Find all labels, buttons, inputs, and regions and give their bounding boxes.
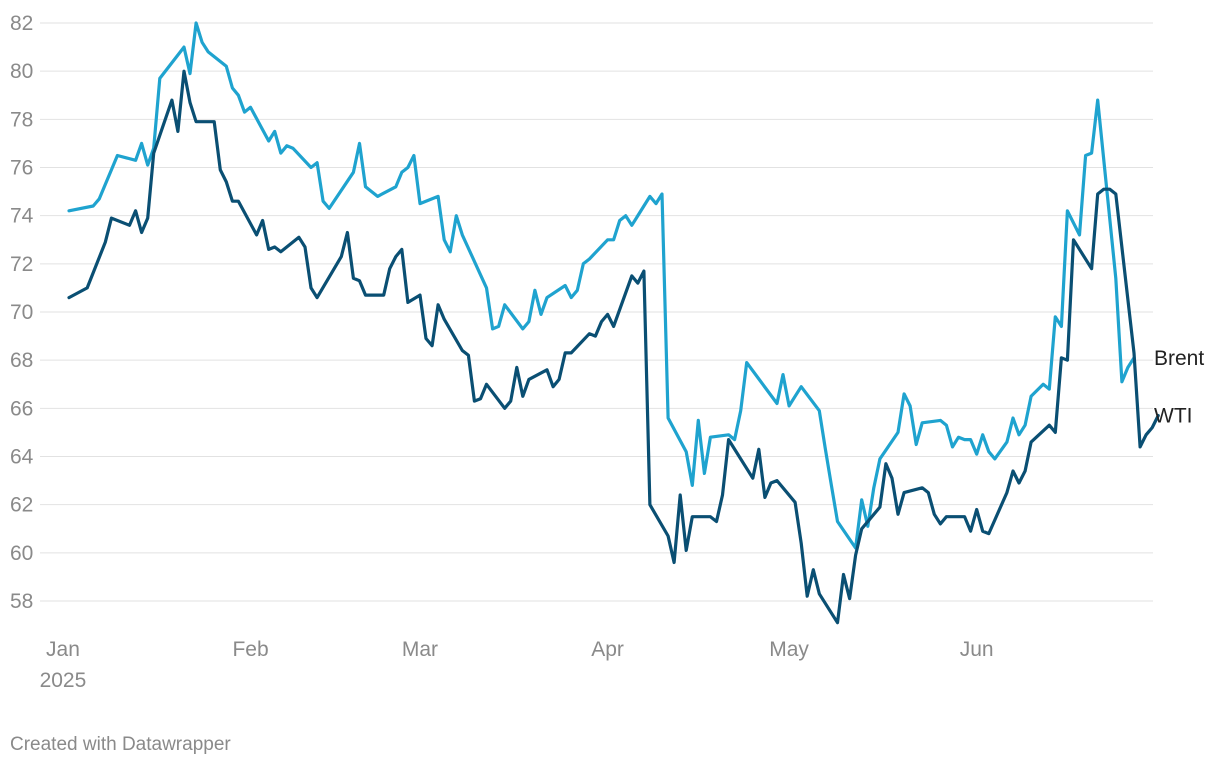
- y-tick-label: 82: [10, 12, 33, 35]
- y-tick-label: 72: [10, 253, 33, 276]
- x-tick-label: Jan: [46, 638, 80, 661]
- x-tick-label: Jun: [960, 638, 994, 661]
- datawrapper-credit: Created with Datawrapper: [10, 734, 231, 755]
- y-axis-tick-labels: 58 60 62 64 66 68 70 72 74 76 78 80 82: [10, 12, 34, 613]
- x-tick-year-label: 2025: [40, 669, 87, 692]
- y-tick-label: 66: [10, 397, 33, 420]
- gridlines: [40, 22, 1153, 602]
- series-label-brent: Brent: [1154, 347, 1204, 370]
- y-tick-label: 78: [10, 108, 33, 131]
- y-tick-label: 60: [10, 542, 33, 565]
- series-line-brent: [67, 21, 1136, 550]
- y-tick-label: 70: [10, 301, 33, 324]
- series-lines: [67, 21, 1160, 625]
- y-tick-label: 80: [10, 60, 33, 83]
- y-tick-label: 62: [10, 494, 33, 517]
- series-labels: Brent WTI: [1154, 347, 1204, 428]
- x-axis-tick-labels: Jan 2025 Feb Mar Apr May Jun: [40, 638, 994, 692]
- y-tick-label: 64: [10, 446, 34, 469]
- x-tick-label: Mar: [402, 638, 438, 661]
- x-tick-label: May: [769, 638, 809, 661]
- y-tick-label: 58: [10, 590, 33, 613]
- y-tick-label: 74: [10, 205, 34, 228]
- y-tick-label: 68: [10, 349, 33, 372]
- series-label-wti: WTI: [1154, 405, 1192, 428]
- x-tick-label: Feb: [232, 638, 268, 661]
- series-line-wti: [67, 69, 1160, 625]
- x-tick-label: Apr: [591, 638, 624, 661]
- y-tick-label: 76: [10, 157, 33, 180]
